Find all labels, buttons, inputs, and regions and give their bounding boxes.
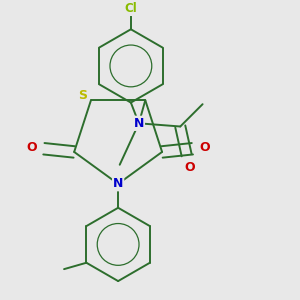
Text: O: O — [26, 141, 37, 154]
Text: S: S — [79, 89, 88, 102]
Text: O: O — [184, 161, 195, 174]
Text: N: N — [134, 117, 144, 130]
Text: N: N — [113, 177, 123, 190]
Text: Cl: Cl — [124, 2, 137, 15]
Text: O: O — [199, 141, 210, 154]
Text: N: N — [134, 117, 144, 130]
